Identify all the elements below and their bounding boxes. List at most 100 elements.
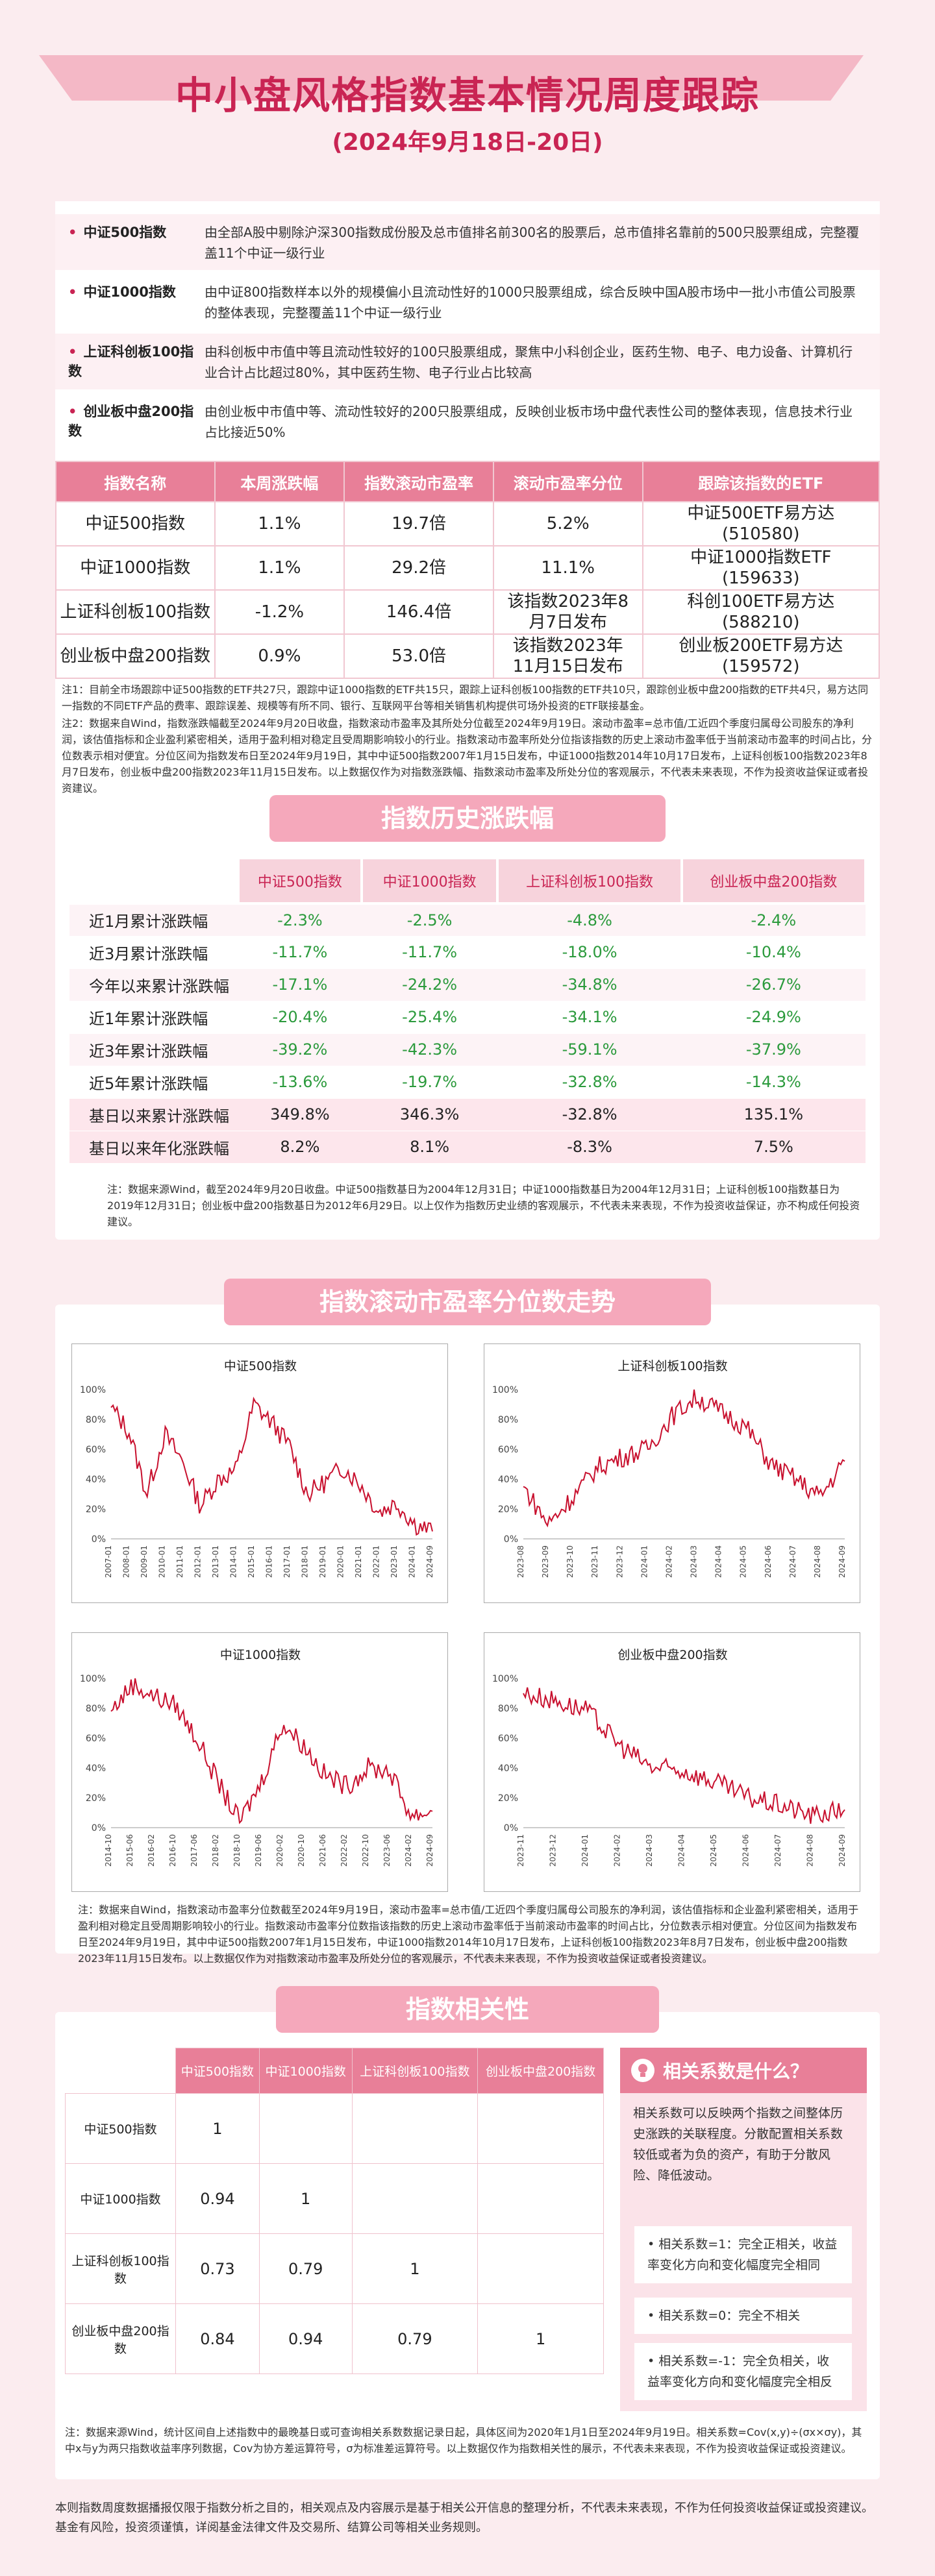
- index-desc: 由创业板中市值中等、流动性较好的200只股票组成，反映创业板市场中盘代表性公司的…: [205, 404, 853, 440]
- cell-value: -32.8%: [497, 1066, 682, 1099]
- cell-percentile: 5.2%: [492, 501, 643, 546]
- cell-value: -37.9%: [681, 1033, 866, 1066]
- y-tick-label: 100%: [492, 1674, 518, 1684]
- y-tick-label: 20%: [86, 1504, 106, 1515]
- table-row: 基日以来年化涨跌幅 8.2% 8.1% -8.3% 7.5%: [69, 1131, 866, 1164]
- y-tick-label: 40%: [498, 1475, 518, 1485]
- section-title: 指数历史涨跌幅: [380, 804, 554, 833]
- y-tick-label: 40%: [86, 1475, 106, 1485]
- cell-value: -18.0%: [497, 936, 682, 969]
- cell-value: 0.94: [258, 2303, 353, 2374]
- col-header: 上证科创板100指数: [496, 857, 683, 905]
- correlation-explainer: 相关系数是什么？ 相关系数可以反映两个指数之间整体历史涨跌的关联程度。分散配置相…: [620, 2048, 867, 2411]
- overview-card: 中证500指数 由全部A股中剔除沪深300指数成份股及总市值排名前300名的股票…: [55, 201, 880, 889]
- x-tick-label: 2019-06: [254, 1834, 263, 1867]
- cell-value: -19.7%: [361, 1066, 498, 1099]
- y-tick-label: 0%: [504, 1823, 518, 1834]
- cell-value: -59.1%: [497, 1033, 682, 1066]
- explainer-item-text: 相关系数=1：完全正相关，收益率变化方向和变化幅度完全相同: [647, 2237, 838, 2272]
- section-title-banner: 指数相关性: [276, 1986, 659, 2033]
- x-tick-label: 2024-08: [806, 1834, 815, 1867]
- cell-change: 1.1%: [214, 501, 345, 546]
- cell-name: 中证500指数: [55, 501, 216, 546]
- table-row: 近3年累计涨跌幅 -39.2% -42.3% -59.1% -37.9%: [69, 1033, 866, 1066]
- col-header: 上证科创板100指数: [351, 2048, 479, 2094]
- cell-value: -2.5%: [361, 903, 498, 937]
- index-info-row: 中证500指数 由全部A股中剔除沪深300指数成份股及总市值排名前300名的股票…: [55, 214, 880, 270]
- y-tick-label: 60%: [86, 1445, 106, 1455]
- x-tick-label: 2013-01: [211, 1545, 220, 1578]
- x-tick-label: 2020-02: [275, 1834, 284, 1867]
- index-name: 中证1000指数: [55, 282, 205, 301]
- index-name: 创业板中盘200指数: [55, 401, 205, 440]
- cell-value: 1: [175, 2093, 260, 2164]
- x-tick-label: 2024-06: [764, 1545, 773, 1578]
- x-tick-label: 2024-08: [813, 1545, 822, 1578]
- cell-value: -42.3%: [361, 1033, 498, 1066]
- table-row: 今年以来累计涨跌幅 -17.1% -24.2% -34.8% -26.7%: [69, 968, 866, 1001]
- page-title: 中小盘风格指数基本情况周度跟踪: [175, 73, 760, 117]
- series-line: [110, 1396, 433, 1536]
- cell-value: 1: [351, 2233, 479, 2304]
- x-tick-label: 2024-01: [580, 1834, 590, 1867]
- x-tick-label: 2015-01: [247, 1545, 256, 1578]
- table-row: 创业板中盘200指数 0.9% 53.0倍 该指数2023年11月15日发布 创…: [55, 633, 880, 679]
- chart-title: 上证科创板100指数: [617, 1359, 727, 1373]
- col-header: 中证1000指数: [258, 2048, 353, 2094]
- x-tick-label: 2022-01: [372, 1545, 381, 1578]
- y-tick-label: 0%: [92, 1534, 106, 1545]
- x-tick-label: 2024-01: [408, 1545, 417, 1578]
- page-subtitle: (2024年9月18日-20日): [332, 129, 603, 156]
- cell-name: 创业板中盘200指数: [55, 633, 216, 679]
- x-tick-label: 2022-02: [340, 1834, 349, 1867]
- etf-code: (159633): [722, 569, 800, 588]
- cell-change: 1.1%: [214, 545, 345, 591]
- x-tick-label: 2020-01: [336, 1545, 345, 1578]
- x-tick-label: 2024-02: [613, 1834, 622, 1867]
- x-tick-label: 2023-10: [566, 1545, 575, 1578]
- x-tick-label: 2021-01: [354, 1545, 363, 1578]
- explainer-title: 相关系数是什么？: [663, 2061, 809, 2082]
- table-row: 中证1000指数 0.94 1: [65, 2163, 604, 2234]
- cell-value: 8.1%: [361, 1131, 498, 1164]
- x-tick-label: 2018-02: [211, 1834, 220, 1867]
- cell-value: -26.7%: [681, 968, 866, 1001]
- x-tick-label: 2024-02: [664, 1545, 673, 1578]
- y-tick-label: 40%: [86, 1763, 106, 1774]
- etf-name: 中证500ETF易方达: [687, 504, 835, 523]
- x-tick-label: 2021-06: [318, 1834, 327, 1867]
- index-name: 上证科创板100指数: [55, 341, 205, 380]
- col-header: 指数名称: [55, 461, 216, 502]
- x-tick-label: 2018-10: [232, 1834, 242, 1867]
- col-header: 中证500指数: [175, 2048, 260, 2094]
- x-tick-label: 2022-10: [361, 1834, 370, 1867]
- cell-percentile: 该指数2023年8月7日发布: [492, 589, 643, 635]
- explainer-item-text: 相关系数=-1：完全负相关，收益率变化方向和变化幅度完全相反: [647, 2354, 833, 2389]
- cell-value: -24.9%: [681, 1001, 866, 1034]
- x-tick-label: 2024-01: [640, 1545, 649, 1578]
- row-label: 近3月累计涨跌幅: [69, 936, 238, 969]
- explainer-intro: 相关系数可以反映两个指数之间整体历史涨跌的关联程度。分散配置相关系数较低或者为负…: [633, 2106, 843, 2183]
- corner-cell: [68, 857, 240, 905]
- x-tick-label: 2018-01: [301, 1545, 310, 1578]
- index-desc: 由全部A股中剔除沪深300指数成份股及总市值排名前300名的股票后，总市值排名靠…: [205, 225, 860, 261]
- x-tick-label: 2014-01: [229, 1545, 238, 1578]
- y-tick-label: 80%: [86, 1704, 106, 1714]
- cell-value: [477, 2163, 604, 2234]
- y-tick-label: 40%: [498, 1763, 518, 1774]
- cell-value: [477, 2093, 604, 2164]
- cell-percentile: 11.1%: [492, 545, 643, 591]
- cell-etf: 创业板200ETF易方达 (159572): [642, 633, 880, 679]
- cell-value: -11.7%: [238, 936, 362, 969]
- cell-value: 1: [477, 2303, 604, 2374]
- index-desc: 由科创板中市值中等且流动性较好的100只股票组成，聚焦中小科创企业，医药生物、电…: [205, 344, 853, 380]
- y-tick-label: 100%: [492, 1385, 518, 1395]
- etf-name: 中证1000指数ETF: [690, 548, 832, 567]
- correlation-card: 指数相关性 中证500指数 中证1000指数 上证科创板100指数 创业板中盘2…: [55, 1986, 880, 2479]
- cell-value: -10.4%: [681, 936, 866, 969]
- history-table: 中证500指数 中证1000指数 上证科创板100指数 创业板中盘200指数 近…: [68, 857, 867, 1164]
- section-title: 指数相关性: [405, 1995, 529, 2024]
- pe-card: 指数滚动市盈率分位数走势 中证500指数 100% 80% 60% 40% 20% 0% 20…: [55, 1279, 880, 1965]
- index-info-row: 上证科创板100指数 由科创板中市值中等且流动性较好的100只股票组成，聚焦中小…: [55, 334, 880, 389]
- explainer-item: • 相关系数=-1：完全负相关，收益率变化方向和变化幅度完全相反: [634, 2343, 852, 2400]
